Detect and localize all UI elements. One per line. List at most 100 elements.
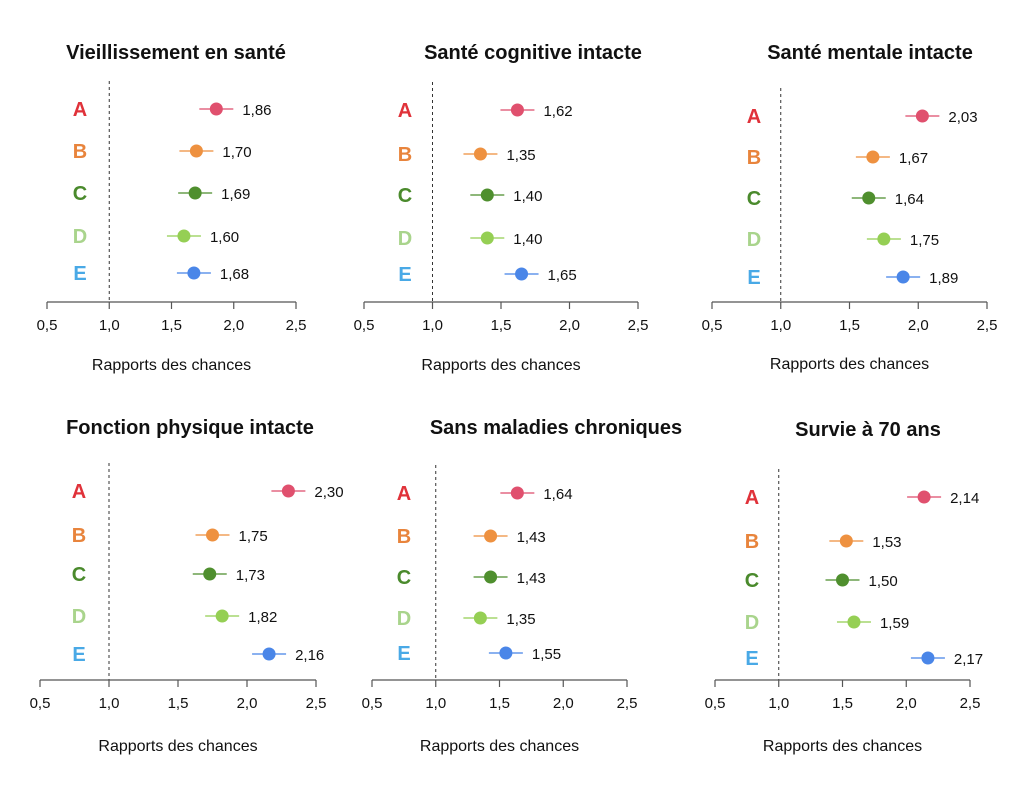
data-point-d bbox=[847, 615, 861, 629]
row-letter-a: A bbox=[745, 487, 759, 509]
x-axis-label: Rapports des chances bbox=[421, 357, 580, 374]
data-point-c bbox=[836, 573, 849, 587]
value-label-e: 1,55 bbox=[532, 646, 561, 663]
x-tick-label: 1,0 bbox=[425, 695, 446, 712]
x-tick-label: 2,0 bbox=[908, 317, 929, 334]
x-axis-label: Rapports des chances bbox=[763, 738, 922, 755]
data-point-b bbox=[206, 528, 219, 542]
x-tick-label: 0,5 bbox=[702, 317, 723, 334]
panel-2: Santé cognitive intacte 0,5 1,0 1,5 2,0 2,5 Ra… bbox=[354, 42, 649, 374]
panel-1: Vieillissement en santé 0,5 1,0 1,5 2,0 2,5 Ra… bbox=[37, 42, 307, 374]
data-point-e bbox=[187, 266, 201, 280]
data-point-e bbox=[921, 651, 935, 665]
x-axis-label: Rapports des chances bbox=[420, 738, 579, 755]
value-label-b: 1,70 bbox=[222, 144, 251, 161]
data-point-e bbox=[499, 646, 513, 660]
panel-title: Santé cognitive intacte bbox=[424, 42, 642, 64]
data-point-d bbox=[215, 609, 229, 623]
value-label-d: 1,82 bbox=[248, 609, 277, 626]
panel-5: Sans maladies chroniques 0,5 1,0 1,5 2,0 2,5 R… bbox=[362, 417, 683, 755]
value-label-b: 1,43 bbox=[517, 529, 546, 546]
x-tick-label: 0,5 bbox=[354, 317, 375, 334]
data-point-e bbox=[515, 267, 529, 281]
x-tick-label: 1,0 bbox=[770, 317, 791, 334]
data-point-c bbox=[862, 191, 876, 205]
row-letter-a: A bbox=[398, 100, 412, 122]
row-letter-d: D bbox=[747, 229, 761, 251]
x-axis-label: Rapports des chances bbox=[92, 357, 251, 374]
row-letter-e: E bbox=[73, 263, 86, 285]
value-label-a: 1,62 bbox=[543, 103, 572, 120]
data-point-a bbox=[209, 102, 223, 116]
value-label-c: 1,64 bbox=[895, 191, 924, 208]
value-label-c: 1,50 bbox=[869, 573, 898, 590]
x-tick-label: 1,5 bbox=[161, 317, 182, 334]
value-label-c: 1,69 bbox=[221, 186, 250, 203]
data-point-a bbox=[915, 109, 929, 123]
x-tick-label: 1,5 bbox=[489, 695, 510, 712]
value-label-c: 1,40 bbox=[513, 188, 542, 205]
x-tick-label: 0,5 bbox=[362, 695, 383, 712]
x-tick-label: 2,0 bbox=[553, 695, 574, 712]
x-tick-label: 2,0 bbox=[896, 695, 917, 712]
value-label-e: 1,65 bbox=[548, 267, 577, 284]
x-tick-label: 2,0 bbox=[223, 317, 244, 334]
row-letter-a: A bbox=[747, 106, 761, 128]
value-label-e: 1,89 bbox=[929, 270, 958, 287]
x-tick-label: 2,5 bbox=[306, 695, 327, 712]
x-axis-label: Rapports des chances bbox=[770, 356, 929, 373]
row-letter-e: E bbox=[72, 644, 85, 666]
x-tick-label: 2,0 bbox=[559, 317, 580, 334]
row-letter-c: C bbox=[747, 188, 761, 210]
panel-title: Santé mentale intacte bbox=[767, 42, 973, 64]
value-label-a: 2,03 bbox=[948, 109, 977, 126]
data-point-a bbox=[281, 484, 295, 498]
row-letter-b: B bbox=[397, 526, 411, 548]
value-label-d: 1,40 bbox=[513, 231, 542, 248]
data-point-d bbox=[877, 232, 891, 246]
data-point-a bbox=[510, 486, 524, 500]
value-label-c: 1,43 bbox=[517, 570, 546, 587]
panel-title: Sans maladies chroniques bbox=[430, 417, 682, 439]
data-point-a bbox=[917, 490, 931, 504]
panel-title: Fonction physique intacte bbox=[66, 417, 314, 439]
row-letter-d: D bbox=[745, 612, 759, 634]
row-letter-c: C bbox=[397, 567, 411, 589]
data-point-d bbox=[480, 231, 494, 245]
row-letter-e: E bbox=[398, 264, 411, 286]
value-label-a: 2,14 bbox=[950, 490, 979, 507]
row-letter-d: D bbox=[397, 608, 411, 630]
value-label-b: 1,53 bbox=[872, 534, 901, 551]
row-letter-d: D bbox=[73, 226, 87, 248]
value-label-e: 2,17 bbox=[954, 651, 983, 668]
panel-3: Santé mentale intacte 0,5 1,0 1,5 2,0 2,5 Rapp… bbox=[702, 42, 998, 373]
row-letter-b: B bbox=[745, 531, 759, 553]
x-tick-label: 1,5 bbox=[168, 695, 189, 712]
data-point-a bbox=[510, 103, 524, 117]
data-point-d bbox=[473, 611, 487, 625]
value-label-e: 2,16 bbox=[295, 647, 324, 664]
value-label-b: 1,67 bbox=[899, 150, 928, 167]
x-tick-label: 2,5 bbox=[960, 695, 981, 712]
x-tick-label: 1,5 bbox=[832, 695, 853, 712]
value-label-d: 1,59 bbox=[880, 615, 909, 632]
panel-title: Survie à 70 ans bbox=[795, 419, 941, 441]
x-tick-label: 2,5 bbox=[286, 317, 307, 334]
row-letter-b: B bbox=[747, 147, 761, 169]
row-letter-e: E bbox=[745, 648, 758, 670]
row-letter-e: E bbox=[397, 643, 410, 665]
value-label-d: 1,60 bbox=[210, 229, 239, 246]
x-axis-label: Rapports des chances bbox=[98, 738, 257, 755]
value-label-d: 1,75 bbox=[910, 232, 939, 249]
value-label-c: 1,73 bbox=[236, 567, 265, 584]
panel-4: Fonction physique intacte 0,5 1,0 1,5 2,0 2,5… bbox=[30, 417, 344, 755]
value-label-a: 2,30 bbox=[314, 484, 343, 501]
row-letter-e: E bbox=[747, 267, 760, 289]
row-letter-c: C bbox=[398, 185, 412, 207]
data-point-b bbox=[839, 534, 853, 548]
data-point-b bbox=[484, 529, 498, 543]
value-label-a: 1,64 bbox=[543, 486, 572, 503]
row-letter-c: C bbox=[745, 570, 759, 592]
data-point-c bbox=[188, 186, 202, 200]
